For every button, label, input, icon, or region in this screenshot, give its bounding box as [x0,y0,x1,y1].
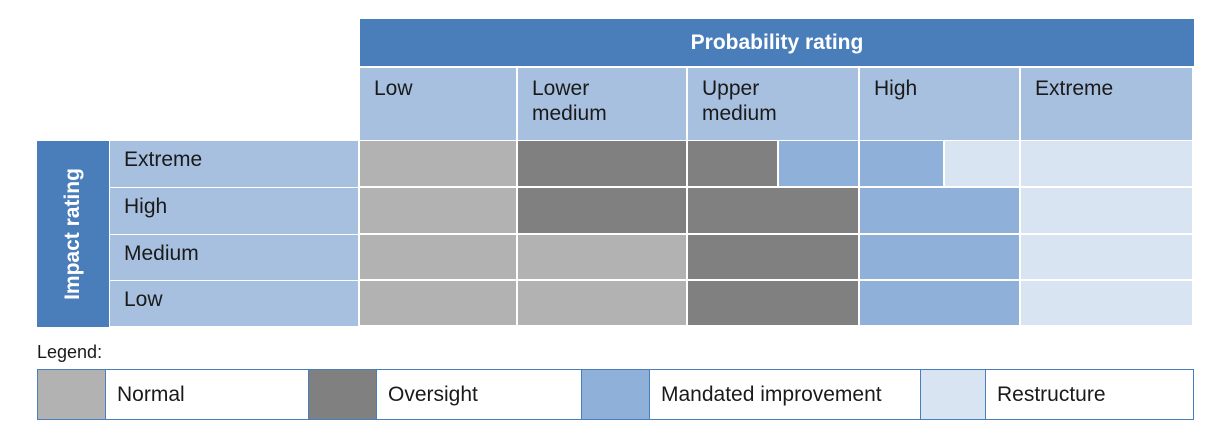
matrix-cell-restructure [1021,188,1194,235]
matrix-cell-mandated [860,235,1021,281]
legend-divider [581,370,582,419]
impact-level-label: Medium [110,235,358,280]
probability-rating-header: Probability rating [360,19,1194,66]
matrix-cell-restructure [1021,141,1194,188]
impact-level-label: Extreme [110,141,358,187]
probability-level-label: medium [702,102,777,125]
matrix-cell-mandated [860,281,1021,327]
legend-swatch-restructure [921,370,985,419]
probability-level-header: Low [360,68,516,140]
probability-level-header: Upper medium [688,68,858,140]
matrix-cell-normal [360,188,518,235]
legend-item-label: Normal [117,382,185,406]
legend-divider [376,370,377,419]
probability-level-label: High [874,77,918,100]
matrix-cell-normal [360,281,518,327]
matrix-cell-oversight [688,141,779,188]
legend-divider [920,370,921,419]
matrix-cell-oversight [518,188,688,235]
matrix-cell-oversight [688,235,860,281]
legend-swatch-oversight [309,370,376,419]
legend-swatch-normal [38,370,105,419]
matrix-cell-restructure [945,141,1021,188]
probability-level-label: medium [532,102,607,125]
matrix-cell-mandated [779,141,860,188]
matrix-cell-normal [518,235,688,281]
legend-divider [105,370,106,419]
legend-swatch-mandated [582,370,649,419]
legend-item-label: Oversight [388,382,478,406]
matrix-cell-normal [360,141,518,188]
probability-level-label: Low [374,77,413,100]
matrix-cell-restructure [1021,235,1194,281]
probability-level-header: Lower medium [518,68,686,140]
probability-level-label: Lower [532,77,590,100]
matrix-cell-oversight [688,281,860,327]
probability-rating-title: Probability rating [690,30,864,54]
probability-level-header: High [860,68,1019,140]
impact-level-label: Low [110,281,358,326]
matrix-cell-normal [518,281,688,327]
impact-level-label: High [110,188,358,234]
legend-item-label: Restructure [997,382,1106,406]
probability-level-label: Extreme [1035,77,1114,100]
matrix-cell-normal [360,235,518,281]
legend-divider [308,370,309,419]
legend-divider [985,370,986,419]
matrix-cell-mandated [860,188,1021,235]
matrix-cell-restructure [1021,281,1194,327]
legend-label: Legend: [37,342,103,362]
impact-rating-header: Impact rating [37,141,109,327]
impact-rating-title: Impact rating [61,168,84,300]
legend-divider [649,370,650,419]
probability-level-header: Extreme [1021,68,1192,140]
probability-level-label: Upper [702,77,760,100]
matrix-cell-oversight [688,188,860,235]
matrix-cell-oversight [518,141,688,188]
legend-item-label: Mandated improvement [661,382,882,406]
matrix-cell-mandated [860,141,945,188]
